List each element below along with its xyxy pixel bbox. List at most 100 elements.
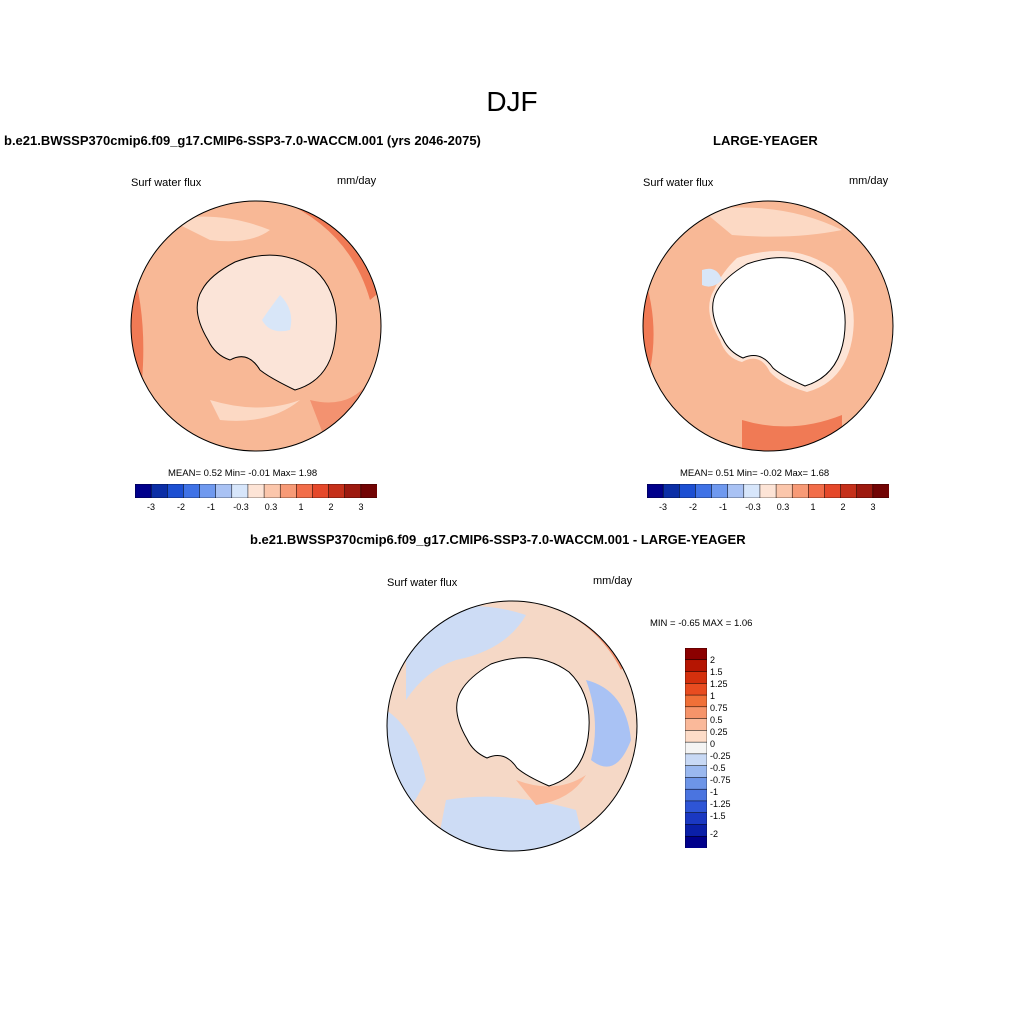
cb2-tick: -0.3	[745, 502, 761, 512]
colorbar-swatch	[685, 812, 707, 826]
colorbar-swatch	[685, 765, 707, 778]
colorbar-swatch	[647, 484, 664, 498]
cb3-tick: -0.5	[710, 763, 726, 773]
colorbar-swatch	[685, 730, 707, 743]
colorbar-swatch	[279, 484, 297, 498]
colorbar-swatch	[215, 484, 233, 498]
colorbar-swatch	[183, 484, 201, 498]
colorbar-swatch	[685, 800, 707, 814]
panel1-low-flux-band	[170, 216, 270, 242]
cb3-tick: 1.5	[710, 667, 723, 677]
cb3-tick: 2	[710, 655, 716, 665]
panel2-stats: MEAN= 0.51 Min= -0.02 Max= 1.68	[680, 468, 829, 479]
colorbar-swatch	[872, 484, 889, 498]
panel1-colorbar-ticks: -3 -2 -1 -0.3 0.3 1 2 3	[135, 502, 377, 516]
panel3-min-value: -0.65	[678, 618, 700, 629]
colorbar-swatch	[685, 718, 707, 731]
cb3-tick: -1.25	[710, 799, 731, 809]
cb3-tick: -0.25	[710, 751, 731, 761]
panel1-max-value: 1.98	[298, 468, 318, 479]
colorbar-swatch	[685, 683, 707, 696]
colorbar-swatch	[312, 484, 330, 498]
panel1-min-label: Min=	[224, 468, 246, 479]
colorbar-swatch	[685, 777, 707, 790]
panel3-colorbar	[685, 648, 707, 848]
panel1-colorbar	[135, 484, 377, 498]
colorbar-swatch	[662, 484, 680, 498]
cb1-tick: 2	[328, 502, 334, 512]
cb1-tick: -1	[206, 502, 216, 512]
panel2-max-label: Max=	[784, 468, 809, 479]
colorbar-swatch	[727, 484, 745, 498]
colorbar-swatch	[150, 484, 168, 498]
colorbar-swatch	[135, 484, 152, 498]
cb1-tick: -3	[146, 502, 156, 512]
panel3-title: b.e21.BWSSP370cmip6.f09_g17.CMIP6-SSP3-7…	[250, 532, 746, 547]
colorbar-swatch	[775, 484, 793, 498]
cb2-tick: -3	[658, 502, 668, 512]
colorbar-swatch	[759, 484, 777, 498]
cb2-tick: 1	[810, 502, 816, 512]
panel2-min-value: -0.02	[760, 468, 782, 479]
panel1-map-border	[130, 200, 382, 452]
antarctica-coastline-icon	[712, 257, 846, 387]
panel3-units-label: mm/day	[593, 575, 633, 587]
panel2-mean-label: MEAN=	[680, 468, 713, 479]
panel1-units-label: mm/day	[337, 175, 377, 187]
antarctica-coastline-icon	[456, 657, 590, 787]
cb3-tick: 1.25	[710, 679, 728, 689]
colorbar-swatch	[743, 484, 761, 498]
panel1-low-flux-band-south	[210, 400, 300, 421]
panel3-positive-south	[516, 775, 586, 805]
colorbar-swatch	[685, 694, 707, 708]
panel2-colorbar-ticks: -3 -2 -1 -0.3 0.3 1 2 3	[647, 502, 889, 516]
cb3-tick: 0.75	[710, 703, 728, 713]
cb1-tick: 3	[358, 502, 364, 512]
panel2-title: LARGE-YEAGER	[713, 133, 818, 148]
colorbar-swatch	[824, 484, 842, 498]
panel3-map-border	[386, 600, 638, 852]
colorbar-swatch	[840, 484, 858, 498]
panel1-mean-value: 0.52	[203, 468, 223, 479]
panel3-colorbar-ticks: 2 1.5 1.25 1 0.75 0.5 0.25 0 -0.25 -0.5 …	[710, 648, 750, 848]
cb2-tick: -1	[718, 502, 728, 512]
panel2-low-flux-band	[702, 207, 842, 237]
panel1-min-value: -0.01	[248, 468, 270, 479]
cb3-tick: 0.5	[710, 715, 723, 725]
panel3-negative-northwest	[406, 606, 526, 700]
colorbar-swatch	[231, 484, 249, 498]
colorbar-swatch	[685, 788, 707, 802]
colorbar-swatch	[263, 484, 281, 498]
colorbar-swatch	[685, 706, 707, 720]
figure-title: DJF	[486, 86, 538, 117]
cb3-tick: 0.25	[710, 727, 728, 737]
cb1-tick: 1	[298, 502, 304, 512]
panel3-variable-label: Surf water flux	[387, 577, 458, 589]
panel2-variable-label: Surf water flux	[643, 177, 714, 189]
panel2-polar-map	[642, 200, 894, 452]
colorbar-swatch	[247, 484, 265, 498]
panel2-units-label: mm/day	[849, 175, 889, 187]
panel2-negative-patch	[702, 268, 722, 287]
panel3-max-label: MAX =	[702, 618, 732, 629]
cb2-tick: 2	[840, 502, 846, 512]
cb1-tick: -2	[176, 502, 186, 512]
panel1-title: b.e21.BWSSP370cmip6.f09_g17.CMIP6-SSP3-7…	[4, 133, 481, 148]
panel1-interior-negative	[262, 295, 292, 332]
colorbar-swatch	[685, 824, 707, 837]
panel1-variable-label: Surf water flux	[131, 177, 202, 189]
panel3-min-label: MIN =	[650, 618, 676, 629]
cb3-tick: 0	[710, 739, 716, 749]
panel1-stats: MEAN= 0.52 Min= -0.01 Max= 1.98	[168, 468, 317, 479]
cb2-tick: 3	[870, 502, 876, 512]
colorbar-swatch	[167, 484, 184, 498]
panel3-max-value: 1.06	[733, 618, 753, 629]
cb3-tick: -0.75	[710, 775, 731, 785]
colorbar-swatch	[791, 484, 809, 498]
panel1-max-label: Max=	[272, 468, 297, 479]
colorbar-swatch	[856, 484, 874, 498]
panel2-min-label: Min=	[736, 468, 758, 479]
cb3-tick: -2	[710, 829, 719, 839]
cb3-tick: -1.5	[710, 811, 726, 821]
colorbar-swatch	[199, 484, 217, 498]
